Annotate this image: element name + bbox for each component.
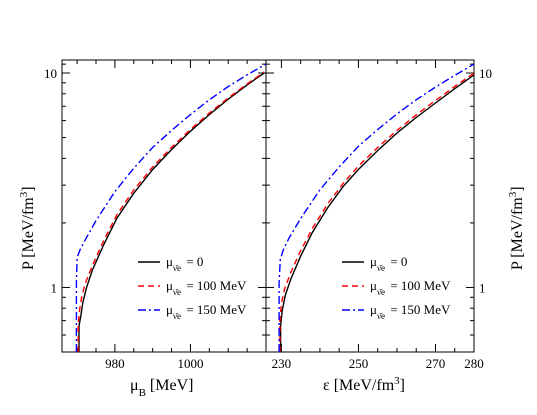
panel-left-marks: 980 1000 1 10 μν̄e = 0 μν̄e = 100 MeV μν̄e = 1… [44, 60, 267, 371]
legend: μν̄e = 0 μν̄e = 100 MeV μν̄e = 150 MeV [138, 254, 247, 321]
y-tick-label: 1 [51, 280, 58, 295]
series-line-2 [75, 63, 266, 352]
series-line-0 [279, 74, 474, 352]
chart-marks: 980 1000 1 10 μν̄e = 0 μν̄e = 100 MeV μν̄e = 1… [44, 60, 492, 371]
series-line-0 [78, 72, 265, 352]
x-tick-label: 250 [349, 356, 369, 371]
x-tick-label: 280 [464, 356, 484, 371]
y-tick-label: 1 [479, 280, 486, 295]
right-panel [265, 59, 475, 353]
legend-label: μν̄e = 100 MeV [166, 278, 247, 297]
series-line-1 [77, 71, 265, 352]
y-tick-label: 10 [44, 66, 57, 81]
x-tick-label: 270 [426, 356, 446, 371]
right-plot-frame [265, 59, 475, 353]
legend-label: μν̄e = 150 MeV [370, 302, 451, 321]
left-y-axis-title: P [MeV/fm3] [18, 186, 37, 270]
right-x-axis-title: ε [MeV/fm3] [323, 375, 405, 394]
legend-label: μν̄e = 150 MeV [166, 302, 247, 321]
left-x-axis-title: μB [MeV] [130, 377, 193, 399]
legend: μν̄e = 0 μν̄e = 100 MeV μν̄e = 150 MeV [342, 254, 451, 321]
x-tick-label: 230 [272, 356, 292, 371]
series-line-1 [279, 72, 474, 352]
series-line-2 [278, 63, 474, 352]
legend-label: μν̄e = 0 [370, 254, 407, 273]
y-tick-label: 10 [479, 66, 492, 81]
legend-label: μν̄e = 100 MeV [370, 278, 451, 297]
right-y-axis-title: P [MeV/fm3] [507, 186, 526, 270]
legend-label: μν̄e = 0 [166, 254, 203, 273]
x-tick-label: 1000 [177, 356, 203, 371]
x-tick-label: 980 [105, 356, 125, 371]
